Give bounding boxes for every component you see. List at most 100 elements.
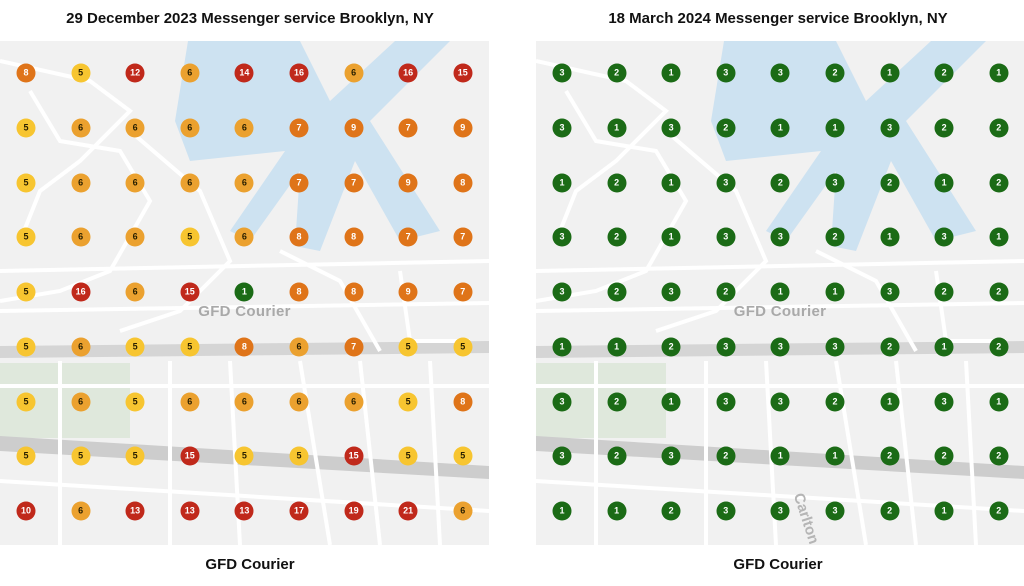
rank-pin[interactable]: 2 [880,173,900,192]
rank-pin[interactable]: 1 [934,501,954,521]
rank-pin[interactable]: 2 [989,282,1009,302]
rank-pin[interactable]: 6 [289,392,309,411]
rank-pin[interactable]: 6 [234,118,254,138]
rank-pin[interactable]: 2 [989,118,1009,138]
rank-pin[interactable]: 3 [552,282,572,302]
rank-pin[interactable]: 3 [825,337,845,357]
rank-pin[interactable]: 3 [770,337,790,357]
rank-pin[interactable]: 1 [989,392,1009,411]
rank-pin[interactable]: 2 [934,63,954,83]
rank-pin[interactable]: 5 [16,282,36,302]
rank-pin[interactable]: 7 [453,227,473,247]
rank-pin[interactable]: 15 [453,63,473,83]
rank-pin[interactable]: 6 [71,227,91,247]
rank-pin[interactable]: 1 [770,118,790,138]
rank-pin[interactable]: 5 [398,337,418,357]
rank-pin[interactable]: 5 [453,337,473,357]
rank-pin[interactable]: 1 [934,173,954,192]
rank-pin[interactable]: 6 [71,337,91,357]
rank-pin[interactable]: 2 [607,446,627,466]
rank-pin[interactable]: 1 [607,118,627,138]
rank-pin[interactable]: 5 [125,337,145,357]
rank-pin[interactable]: 6 [71,501,91,521]
rank-pin[interactable]: 3 [716,501,736,521]
rank-pin[interactable]: 13 [125,501,145,521]
rank-pin[interactable]: 2 [716,282,736,302]
rank-pin[interactable]: 14 [234,63,254,83]
rank-pin[interactable]: 5 [453,446,473,466]
rank-pin[interactable]: 5 [16,227,36,247]
rank-pin[interactable]: 3 [661,446,681,466]
rank-pin[interactable]: 1 [607,337,627,357]
rank-pin[interactable]: 7 [344,173,364,192]
rank-pin[interactable]: 2 [989,446,1009,466]
rank-pin[interactable]: 2 [607,392,627,411]
rank-pin[interactable]: 6 [71,173,91,192]
rank-pin[interactable]: 19 [344,501,364,521]
rank-pin[interactable]: 8 [453,173,473,192]
rank-pin[interactable]: 2 [880,337,900,357]
rank-pin[interactable]: 1 [880,63,900,83]
rank-pin[interactable]: 2 [716,446,736,466]
rank-pin[interactable]: 2 [661,501,681,521]
rank-pin[interactable]: 3 [716,337,736,357]
rank-pin[interactable]: 2 [989,173,1009,192]
rank-pin[interactable]: 6 [125,227,145,247]
rank-pin[interactable]: 3 [552,227,572,247]
rank-pin[interactable]: 2 [607,173,627,192]
rank-pin[interactable]: 2 [825,392,845,411]
rank-pin[interactable]: 3 [661,118,681,138]
rank-pin[interactable]: 1 [770,446,790,466]
rank-pin[interactable]: 1 [661,227,681,247]
rank-pin[interactable]: 6 [180,173,200,192]
rank-pin[interactable]: 9 [398,173,418,192]
rank-pin[interactable]: 5 [398,446,418,466]
rank-pin[interactable]: 1 [934,337,954,357]
rank-pin[interactable]: 3 [825,501,845,521]
rank-pin[interactable]: 1 [552,337,572,357]
rank-pin[interactable]: 1 [825,282,845,302]
rank-pin[interactable]: 2 [934,446,954,466]
rank-pin[interactable]: 7 [289,173,309,192]
rank-pin[interactable]: 13 [234,501,254,521]
rank-pin[interactable]: 3 [552,446,572,466]
rank-pin[interactable]: 15 [180,282,200,302]
rank-pin[interactable]: 7 [344,337,364,357]
rank-pin[interactable]: 6 [71,392,91,411]
rank-pin[interactable]: 1 [825,446,845,466]
rank-pin[interactable]: 2 [934,282,954,302]
rank-pin[interactable]: 7 [398,227,418,247]
rank-pin[interactable]: 5 [71,446,91,466]
rank-pin[interactable]: 3 [661,282,681,302]
rank-pin[interactable]: 2 [880,501,900,521]
rank-pin[interactable]: 12 [125,63,145,83]
rank-pin[interactable]: 8 [289,227,309,247]
rank-pin[interactable]: 3 [770,501,790,521]
rank-pin[interactable]: 2 [716,118,736,138]
rank-pin[interactable]: 5 [125,446,145,466]
rank-pin[interactable]: 17 [289,501,309,521]
rank-pin[interactable]: 15 [180,446,200,466]
rank-pin[interactable]: 16 [398,63,418,83]
rank-pin[interactable]: 6 [125,282,145,302]
rank-pin[interactable]: 5 [16,446,36,466]
rank-pin[interactable]: 2 [607,227,627,247]
rank-pin[interactable]: 3 [552,118,572,138]
rank-pin[interactable]: 2 [607,282,627,302]
rank-pin[interactable]: 1 [825,118,845,138]
rank-pin[interactable]: 3 [880,282,900,302]
rank-pin[interactable]: 6 [453,501,473,521]
rank-pin[interactable]: 2 [934,118,954,138]
rank-pin[interactable]: 3 [716,392,736,411]
rank-pin[interactable]: 1 [552,173,572,192]
rank-pin[interactable]: 1 [234,282,254,302]
rank-pin[interactable]: 6 [71,118,91,138]
rank-pin[interactable]: 3 [770,392,790,411]
rank-pin[interactable]: 5 [234,446,254,466]
rank-pin[interactable]: 5 [180,337,200,357]
rank-pin[interactable]: 3 [770,227,790,247]
rank-pin[interactable]: 8 [344,227,364,247]
rank-pin[interactable]: 2 [989,501,1009,521]
rank-pin[interactable]: 6 [234,392,254,411]
rank-pin[interactable]: 8 [234,337,254,357]
